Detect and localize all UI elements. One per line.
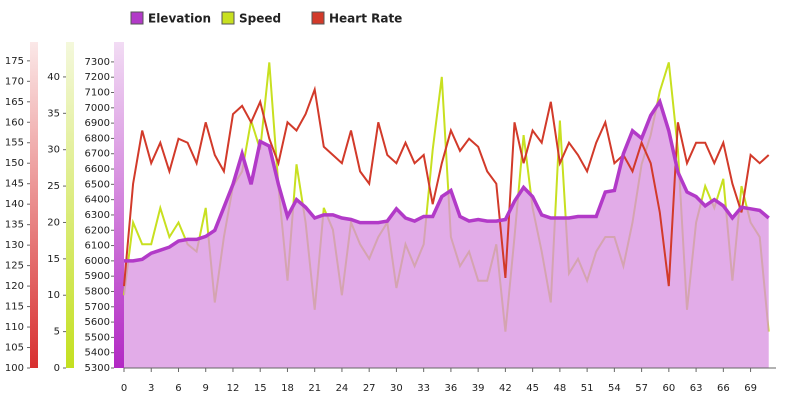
y-tick-label: 6900 (85, 118, 110, 129)
x-tick-label: 63 (690, 383, 703, 394)
y-tick-label: 15 (47, 254, 60, 265)
y-tick-label: 5800 (85, 286, 110, 297)
x-tick-label: 36 (445, 383, 458, 394)
x-tick-label: 42 (499, 383, 512, 394)
y-tick-label: 5900 (85, 271, 110, 282)
y-tick-label: 5500 (85, 332, 110, 343)
y-tick-label: 105 (5, 343, 24, 354)
y-tick-label: 145 (5, 179, 24, 190)
x-tick-label: 54 (608, 383, 621, 394)
y-tick-label: 6000 (85, 256, 110, 267)
x-tick-label: 30 (390, 383, 403, 394)
legend-label: Elevation (148, 12, 211, 26)
y-tick-label: 170 (5, 76, 24, 87)
y-tick-label: 6100 (85, 241, 110, 252)
x-tick-label: 45 (526, 383, 539, 394)
x-tick-label: 6 (175, 383, 181, 394)
x-tick-label: 9 (203, 383, 209, 394)
x-tick-label: 3 (148, 383, 154, 394)
x-tick-label: 12 (227, 383, 240, 394)
y-tick-label: 100 (5, 363, 24, 374)
y-tick-label: 6800 (85, 133, 110, 144)
y-tick-label: 7300 (85, 57, 110, 68)
x-tick-label: 27 (363, 383, 376, 394)
x-tick-label: 24 (336, 383, 349, 394)
y-tick-label: 6300 (85, 210, 110, 221)
x-tick-label: 39 (472, 383, 485, 394)
y-tick-label: 6500 (85, 179, 110, 190)
y-tick-label: 5400 (85, 348, 110, 359)
x-tick-label: 66 (717, 383, 730, 394)
y-tick-label: 5300 (85, 363, 110, 374)
y-tick-label: 110 (5, 322, 24, 333)
y-tick-label: 7000 (85, 103, 110, 114)
x-tick-label: 51 (581, 383, 594, 394)
legend-swatch (311, 11, 325, 25)
legend-swatch (130, 11, 144, 25)
y-tick-label: 175 (5, 56, 24, 67)
elevation-area (124, 101, 769, 368)
legend-label: Speed (239, 12, 281, 26)
y-tick-label: 130 (5, 240, 24, 251)
legend-label: Heart Rate (329, 12, 402, 26)
y-tick-label: 10 (47, 290, 60, 301)
x-tick-label: 48 (554, 383, 567, 394)
y-tick-label: 120 (5, 281, 24, 292)
y-tick-label: 5700 (85, 302, 110, 313)
y-tick-label: 40 (47, 72, 60, 83)
x-tick-label: 33 (417, 383, 430, 394)
x-tick-label: 21 (308, 383, 321, 394)
x-tick-label: 18 (281, 383, 294, 394)
y-tick-label: 0 (54, 363, 60, 374)
x-tick-label: 0 (121, 383, 127, 394)
elevation-line (124, 97, 770, 263)
y-tick-label: 6400 (85, 195, 110, 206)
y-tick-label: 115 (5, 302, 24, 313)
speed-axis-bar (66, 42, 74, 368)
hr-axis-bar (30, 42, 38, 368)
y-tick-label: 150 (5, 158, 24, 169)
y-tick-label: 7200 (85, 72, 110, 83)
y-tick-label: 5600 (85, 317, 110, 328)
x-tick-label: 57 (635, 383, 648, 394)
y-tick-label: 20 (47, 217, 60, 228)
x-tick-label: 69 (744, 383, 757, 394)
x-tick-label: 60 (662, 383, 675, 394)
y-tick-label: 165 (5, 97, 24, 108)
y-tick-label: 35 (47, 108, 60, 119)
y-tick-label: 160 (5, 117, 24, 128)
y-tick-label: 135 (5, 220, 24, 231)
y-tick-label: 7100 (85, 88, 110, 99)
y-tick-label: 125 (5, 261, 24, 272)
y-tick-label: 155 (5, 138, 24, 149)
y-tick-label: 6600 (85, 164, 110, 175)
y-tick-label: 6700 (85, 149, 110, 160)
legend-swatch (221, 11, 235, 25)
elevation-axis-bar (114, 42, 124, 368)
y-tick-label: 30 (47, 145, 60, 156)
y-tick-label: 140 (5, 199, 24, 210)
y-tick-label: 25 (47, 181, 60, 192)
x-tick-label: 15 (254, 383, 267, 394)
y-tick-label: 5 (54, 327, 60, 338)
heart-rate-line (123, 85, 770, 287)
y-tick-label: 6200 (85, 225, 110, 236)
